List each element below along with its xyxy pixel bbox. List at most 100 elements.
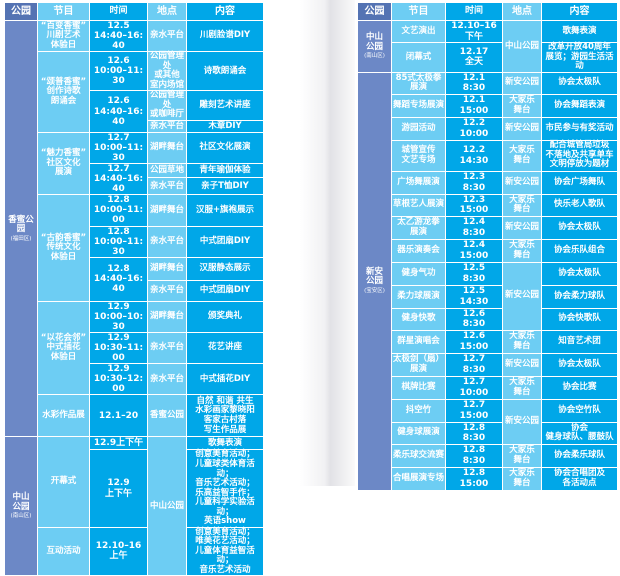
time-cell: 12.6 14:40–16:40 [90, 91, 147, 132]
place-cell: 大家乐 舞台 [503, 239, 541, 262]
time-cell: 12.9上下午 [90, 437, 147, 450]
place-cell: 湖畔舞台 [148, 257, 186, 280]
table-row: “魅力香蜜” 社区文化 展演 12.7 10:00–11:30 湖畔舞台 社区文化展演 [5, 132, 263, 195]
header-content: 内容 [187, 3, 263, 20]
park-cell: 中山 公园 (南山区) [5, 437, 37, 576]
table-row: 棋牌比赛 12.7 10:00 大家乐 舞台 协会比赛 [358, 376, 617, 399]
place-cell: 亲水平台 [148, 226, 186, 257]
table-row: 健身快歌 12.6 8:30 协会快歌队 [358, 308, 617, 330]
header-row: 公园 节目 时间 地点 内容 [5, 3, 263, 20]
table-row: 亲水平台 亲子T恤DIY [5, 178, 263, 195]
place-cell: 亲水平台 [148, 21, 186, 52]
program-cell: 舞蹈专场展演 [392, 94, 445, 117]
content-cell: 协会乐队组合 [542, 239, 617, 262]
time-cell: 12.8 8:30 [446, 444, 502, 467]
time-cell: 12.8 10:00–11:30 [90, 226, 147, 257]
program-cell: “百变香蜜” 川剧艺术 体验日 [38, 21, 89, 52]
program-cell: 太乙游龙拳 展演 [392, 216, 445, 239]
place-cell: 新安公园 [503, 353, 541, 376]
time-cell: 12.8 15:00 [446, 467, 502, 490]
place-cell: 新安公园 [503, 262, 541, 330]
table-row: “以花会邻” 中式插花 体验日 12.9 10:00–10:30 湖畔舞台 颁奖典礼 [5, 301, 263, 395]
time-cell: 12.1 8:30 [446, 72, 502, 94]
time-cell: 12.7 10:00 [446, 376, 502, 399]
content-cell: 协会空竹队 [542, 399, 617, 422]
program-cell: 开幕式 [38, 437, 89, 527]
park-district: (南山区) [10, 513, 32, 520]
content-cell: 汉服静态展示 [187, 257, 263, 280]
table-row: 城管宣传 文艺专场 12.2 14:30 大家乐 舞台 配合城管局垃圾 不落地及共享单… [358, 141, 617, 171]
park-district: (宝安区) [364, 287, 385, 294]
content-cell: 中式插花DIY [187, 364, 263, 395]
program-cell: 草根艺人展演 [392, 194, 445, 216]
place-cell: 大家乐 舞台 [503, 194, 541, 216]
table-row: 12.7 14:40–16:40 公园草地 青年瑜伽体验 [5, 164, 263, 195]
table-row: 群星演唱会 12.6 15:00 大家乐 舞台 知音艺术团 [358, 330, 617, 353]
time-cell: 12.3 8:30 [446, 171, 502, 194]
table-row: “颂普香蜜” 创作诗歌 朗诵会 12.6 10:00–11:30 公园管理处 或其他… [5, 51, 263, 132]
place-cell: 新安公园 [503, 171, 541, 194]
table-row: 12.9 10:30–11:00 亲水平台 花艺讲座 [5, 333, 263, 364]
place-cell: 中山公园 [503, 21, 541, 72]
program-cell: 棋牌比赛 [392, 376, 445, 399]
time-cell: 12.4 15:00 [446, 239, 502, 262]
content-cell: 中式团扇DIY [187, 280, 263, 301]
content-cell: 青年瑜伽体验 [187, 164, 263, 178]
content-cell: 协会太极队 [542, 216, 617, 239]
park-name: 中山 公园 [12, 492, 30, 512]
time-cell: 12.8 8:30 [446, 422, 502, 444]
table-row: 健身球展演 12.8 8:30 协会 健身球队、腰鼓队 [358, 422, 617, 444]
content-cell: 歌舞表演 [187, 437, 263, 450]
place-cell: 湖畔舞台 [148, 195, 186, 226]
place-cell: 亲水平台 [148, 280, 186, 301]
place-cell: 中山公园 [148, 437, 186, 576]
program-cell: 85式太极拳 展演 [392, 72, 445, 94]
time-cell: 12.7 15:00 [446, 399, 502, 422]
content-cell: 协会合唱团及 各活动点 [542, 467, 617, 490]
time-cell: 12.5 8:30 [446, 262, 502, 285]
park-district: (南山区) [364, 53, 385, 60]
content-cell: 快乐老人歌队 [542, 194, 617, 216]
park-name: 中山 公园 [365, 32, 383, 52]
time-cell: 12.9 上下午 [90, 450, 147, 527]
park-cell: 新安 公园 (宝安区) [358, 72, 391, 490]
place-cell: 亲水平台 [148, 178, 186, 195]
table-row: 互动活动 12.10–16 上午 创意美育活动； 唯美花艺活动； 儿童体育益智活动；… [5, 527, 263, 576]
table-row: 亲水平台 木章DIY [5, 121, 263, 132]
time-cell: 12.9 10:30–12:00 [90, 364, 147, 395]
program-cell: “以花会邻” 中式插花 体验日 [38, 301, 89, 395]
place-cell: 新安公园 [503, 117, 541, 140]
table-row: 中山 公园 (南山区) 文艺演出 12.10–16 下午 中山公园 歌舞表演 [358, 21, 617, 72]
table-row: 柔力球展演 12.5 14:30 协会柔力球队 [358, 285, 617, 308]
program-cell: 健身气功 [392, 262, 445, 285]
content-cell: 汉服+旗袍展示 [187, 195, 263, 226]
schedule-table-left: 公园 节目 时间 地点 内容 香蜜公园 (福田区) “百变香蜜” 川剧艺术 体验日 1… [4, 2, 264, 576]
content-cell: 创意美育活动； 儿童球类体育活动； 音乐艺术活动； 乐高益智手作； 儿童科学实验… [187, 450, 263, 527]
table-row: 柔乐球交流赛 12.8 8:30 大家乐 舞台 协会柔乐球队 [358, 444, 617, 467]
content-cell: 协会柔乐球队 [542, 444, 617, 467]
program-cell: 器乐演奏会 [392, 239, 445, 262]
content-cell: 协会 健身球队、腰鼓队 [542, 422, 617, 444]
time-cell: 12.2 10:00 [446, 117, 502, 140]
time-cell: 12.2 14:30 [446, 140, 502, 171]
table-row: 新安 公园 (宝安区) 85式太极拳 展演 12.1 8:30 新安公园 协会太极队 [358, 72, 617, 490]
place-cell: 公园管理处 或其他 室内场馆 [148, 51, 186, 91]
program-cell: 柔乐球交流赛 [392, 444, 445, 467]
time-cell: 12.10–16 上午 [90, 527, 147, 576]
content-cell: 协会比赛 [542, 376, 617, 399]
content-cell: 颁奖典礼 [187, 301, 263, 333]
program-cell: 互动活动 [38, 527, 89, 576]
program-cell: 群星演唱会 [392, 330, 445, 353]
place-cell: 亲水平台 [148, 364, 186, 395]
program-cell: 健身快歌 [392, 308, 445, 330]
park-name: 香蜜公园 [8, 214, 34, 235]
place-cell: 大家乐 舞台 [503, 94, 541, 117]
place-cell: 香蜜公园 [148, 395, 186, 437]
table-row: 香蜜公园 (福田区) “百变香蜜” 川剧艺术 体验日 12.5 14:40–16:40… [5, 21, 263, 437]
time-cell: 12.1 15:00 [446, 94, 502, 117]
time-cell: 12.8 14:40–16:40 [90, 257, 147, 301]
header-park: 公园 [358, 3, 391, 20]
schedule-table-right: 公园 节目 时间 地点 内容 中山 公园 (南山区) 文艺演出 12.10–16 下午… [357, 2, 618, 491]
time-cell: 12.8 10:00–11:00 [90, 195, 147, 226]
time-cell: 12.7 10:00–11:30 [90, 132, 147, 164]
